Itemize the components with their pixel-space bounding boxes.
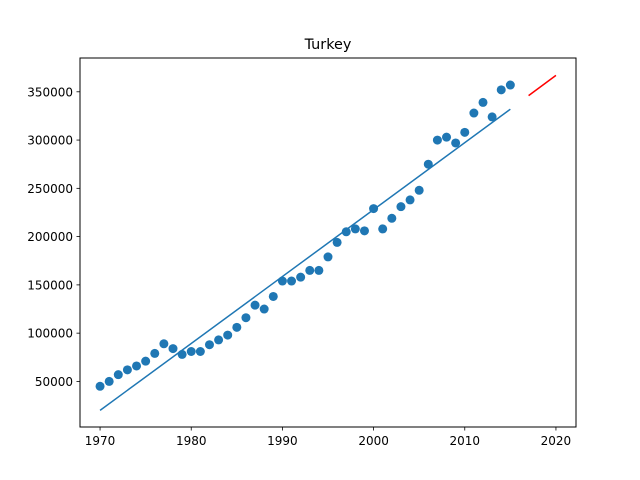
chart-title: Turkey bbox=[304, 37, 352, 53]
data-point bbox=[414, 185, 424, 195]
data-point bbox=[359, 226, 369, 236]
y-tick-label: 350000 bbox=[27, 85, 73, 99]
data-point bbox=[195, 347, 205, 357]
trend-line bbox=[99, 108, 511, 411]
data-point bbox=[259, 304, 269, 314]
data-point bbox=[432, 135, 442, 145]
data-point bbox=[204, 340, 214, 350]
data-point bbox=[104, 376, 114, 386]
data-point bbox=[241, 313, 251, 323]
x-axis: 1970 1980 1990 2000 2010 2020 bbox=[85, 427, 571, 448]
plot-frame bbox=[79, 57, 577, 428]
data-point bbox=[277, 276, 287, 286]
data-point bbox=[396, 202, 406, 212]
data-point bbox=[305, 265, 315, 275]
data-point bbox=[223, 330, 233, 340]
data-point bbox=[150, 348, 160, 358]
x-tick-label: 1990 bbox=[267, 434, 298, 448]
data-point bbox=[442, 132, 452, 142]
series-layer bbox=[95, 74, 557, 411]
x-tick-label: 2000 bbox=[358, 434, 389, 448]
y-tick-label: 100000 bbox=[27, 327, 73, 341]
y-axis: 50000 100000 150000 200000 250000 300000 35000… bbox=[27, 85, 80, 389]
data-point bbox=[177, 349, 187, 359]
data-point bbox=[186, 347, 196, 357]
data-point bbox=[314, 265, 324, 275]
data-point bbox=[159, 339, 169, 349]
data-point bbox=[387, 213, 397, 223]
forecast-line bbox=[528, 74, 557, 97]
y-tick-label: 50000 bbox=[35, 375, 73, 389]
data-point bbox=[168, 344, 178, 354]
data-point bbox=[423, 159, 433, 169]
y-tick-label: 200000 bbox=[27, 230, 73, 244]
data-point bbox=[132, 361, 142, 371]
data-point bbox=[287, 276, 297, 286]
data-point bbox=[469, 108, 479, 118]
data-point bbox=[95, 381, 105, 391]
y-tick-label: 150000 bbox=[27, 278, 73, 292]
data-point bbox=[451, 138, 461, 148]
data-point bbox=[232, 322, 242, 332]
data-point bbox=[214, 335, 224, 345]
y-tick-label: 300000 bbox=[27, 134, 73, 148]
data-point bbox=[323, 252, 333, 262]
data-point bbox=[496, 85, 506, 95]
x-tick-label: 1980 bbox=[176, 434, 207, 448]
x-tick-label: 1970 bbox=[85, 434, 116, 448]
data-point bbox=[460, 127, 470, 137]
data-point bbox=[350, 224, 360, 234]
data-point bbox=[296, 272, 306, 282]
data-point bbox=[122, 365, 132, 375]
x-tick-label: 2010 bbox=[449, 434, 480, 448]
data-point bbox=[505, 80, 515, 90]
data-point bbox=[405, 195, 415, 205]
data-point bbox=[478, 97, 488, 107]
data-point bbox=[268, 291, 278, 301]
y-tick-label: 250000 bbox=[27, 182, 73, 196]
data-point bbox=[341, 227, 351, 237]
data-point bbox=[113, 370, 123, 380]
data-point bbox=[487, 112, 497, 122]
data-point bbox=[141, 356, 151, 366]
data-point bbox=[378, 224, 388, 234]
x-tick-label: 2020 bbox=[541, 434, 572, 448]
data-point bbox=[332, 237, 342, 247]
data-point bbox=[250, 300, 260, 310]
